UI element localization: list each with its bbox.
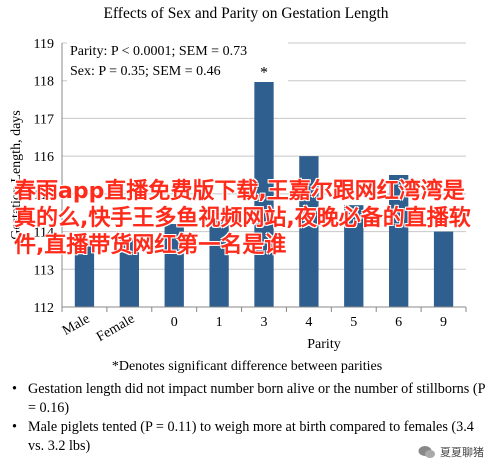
bar <box>299 156 319 307</box>
watermark: 夏夏聊猪 <box>418 444 484 460</box>
bullet: • <box>12 381 17 397</box>
y-tick-label: 116 <box>34 150 54 165</box>
x-axis-label: Parity <box>307 337 340 352</box>
significance-asterisk: * <box>260 65 268 82</box>
axes <box>61 43 467 312</box>
x-tick-label: 0 <box>171 315 178 330</box>
note-item: • Male piglets tented (P = 0.11) to weig… <box>12 418 487 456</box>
note-item: • Gestation length did not impact number… <box>12 380 487 418</box>
y-tick-label: 118 <box>34 75 54 90</box>
watermark-label: 夏夏聊猪 <box>440 446 484 459</box>
x-tick-label: 9 <box>440 315 447 330</box>
bar <box>254 80 274 307</box>
bar <box>74 239 95 307</box>
stats-box <box>67 40 288 82</box>
y-tick-label: 119 <box>34 37 54 52</box>
footnote: *Denotes significant difference between … <box>112 359 382 374</box>
wechat-icon <box>418 446 435 458</box>
note-text: Gestation length did not impact number b… <box>28 381 485 416</box>
bars <box>74 80 454 307</box>
bar <box>209 220 229 307</box>
bullet: • <box>12 419 17 435</box>
x-tick-label: 5 <box>350 315 357 330</box>
x-tick-label: Female <box>94 311 137 345</box>
bar <box>119 239 139 307</box>
chart-title: Effects of Sex and Parity on Gestation L… <box>103 5 388 22</box>
x-tick-label: 6 <box>395 315 402 330</box>
y-tick-label: 115 <box>34 188 54 203</box>
overlay-text: 春雨app直播免费版下载,王嘉尔跟网红湾湾是真的么,快手王多鱼视频网站,夜晚必备… <box>14 179 471 258</box>
y-tick-labels: 112 113 114 115 116 117 118 119 <box>34 37 54 316</box>
x-tick-label: 3 <box>261 315 268 330</box>
stat-parity: Parity: P < 0.0001; SEM = 0.73 <box>70 44 247 59</box>
bar <box>389 175 409 307</box>
x-tick-label: Male <box>60 311 92 338</box>
note-text: Male piglets tented (P = 0.11) to weigh … <box>28 419 474 454</box>
y-tick-label: 113 <box>34 263 54 278</box>
x-tick-label: 1 <box>216 315 223 330</box>
y-tick-label: 117 <box>34 112 54 127</box>
y-tick-label: 114 <box>34 226 54 241</box>
y-tick-label: 112 <box>34 301 54 316</box>
x-tick-label: 4 <box>305 315 312 330</box>
bar <box>344 205 364 307</box>
bar <box>433 231 454 307</box>
y-axis-label: Gestation Length, days <box>9 110 24 239</box>
x-tick-labels: Male Female 0 1 3 4 5 6 9 <box>60 311 447 345</box>
stat-sex: Sex: P = 0.35; SEM = 0.46 <box>70 64 221 79</box>
bar <box>164 224 184 307</box>
notes-list: • Gestation length did not impact number… <box>12 380 487 456</box>
chart: Effects of Sex and Parity on Gestation L… <box>9 5 467 374</box>
